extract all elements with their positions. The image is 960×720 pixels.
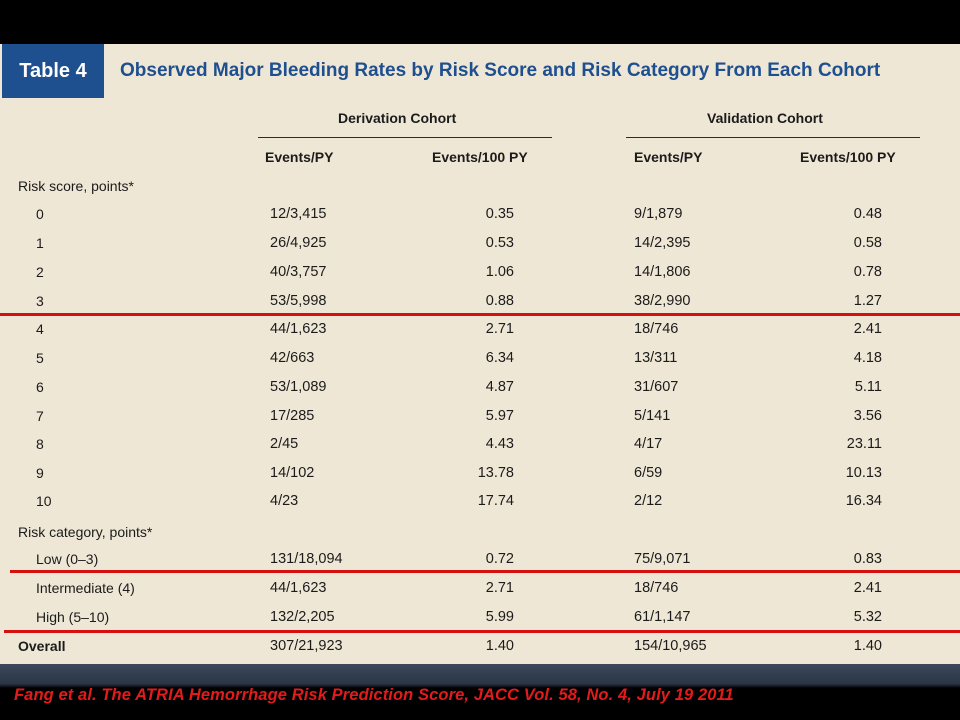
score-row-label: 3 — [36, 293, 44, 309]
category-row-d-rate: 5.99 — [485, 609, 514, 625]
category-row-v-events: 61/1,147 — [634, 609, 691, 625]
category-row-label: High (5–10) — [36, 609, 110, 625]
score-row-v-events: 38/2,990 — [634, 293, 691, 309]
category-row-v-rate: 2.41 — [853, 580, 882, 596]
highlight-line-low-category — [10, 570, 960, 573]
table-title: Observed Major Bleeding Rates by Risk Sc… — [120, 60, 881, 81]
overall-v-events: 154/10,965 — [634, 638, 707, 654]
score-row-v-rate: 1.27 — [853, 293, 882, 309]
category-row-v-events: 75/9,071 — [634, 551, 691, 567]
score-row-label: 4 — [36, 321, 44, 337]
score-row-v-rate: 0.58 — [853, 235, 882, 251]
category-row-d-rate: 2.71 — [485, 580, 514, 596]
score-row-v-rate: 5.11 — [854, 379, 882, 395]
score-row-v-rate: 3.56 — [853, 408, 882, 424]
score-row-v-rate: 4.18 — [853, 350, 882, 366]
score-row-d-events: 40/3,757 — [270, 264, 327, 280]
score-row-v-events: 31/607 — [634, 379, 679, 395]
table-number-tag: Table 4 — [2, 44, 104, 98]
column-header-derivation-events: Events/PY — [265, 149, 334, 165]
score-row-d-events: 14/102 — [270, 465, 315, 481]
score-row-d-events: 17/285 — [270, 408, 315, 424]
score-row-v-events: 5/141 — [634, 408, 671, 424]
category-row-v-rate: 0.83 — [853, 551, 882, 567]
category-row-d-events: 132/2,205 — [270, 609, 335, 625]
score-row-v-events: 18/746 — [634, 321, 679, 337]
column-header-validation-rate: Events/100 PY — [800, 149, 896, 165]
category-row-v-rate: 5.32 — [853, 609, 882, 625]
overall-v-rate: 1.40 — [853, 638, 882, 654]
score-row-v-events: 13/311 — [634, 350, 678, 366]
score-row-d-rate: 17.74 — [477, 493, 514, 509]
score-row-v-rate: 2.41 — [853, 321, 882, 337]
category-row-d-events: 131/18,094 — [270, 551, 343, 567]
score-row-v-rate: 0.48 — [853, 206, 882, 222]
validation-cohort-rule — [626, 137, 920, 138]
overall-label: Overall — [18, 638, 66, 654]
score-row-d-rate: 4.87 — [485, 379, 514, 395]
category-row-d-rate: 0.72 — [485, 551, 514, 567]
bottom-strip — [0, 664, 960, 720]
score-row-v-rate: 10.13 — [845, 465, 882, 481]
score-row-d-rate: 0.88 — [485, 293, 514, 309]
overall-d-events: 307/21,923 — [270, 638, 343, 654]
score-row-d-events: 53/1,089 — [270, 379, 327, 395]
score-row-d-events: 26/4,925 — [270, 235, 327, 251]
score-row-label: 8 — [36, 436, 44, 452]
score-row-d-rate: 2.71 — [485, 321, 514, 337]
column-header-derivation-rate: Events/100 PY — [432, 149, 528, 165]
score-row-d-events: 53/5,998 — [270, 293, 327, 309]
category-row-label: Low (0–3) — [36, 551, 99, 567]
score-row-v-events: 14/1,806 — [634, 264, 691, 280]
score-row-d-events: 42/663 — [270, 350, 315, 366]
score-row-v-rate: 16.34 — [845, 493, 882, 509]
score-row-label: 0 — [36, 206, 44, 222]
score-row-d-events: 4/23 — [270, 493, 299, 509]
section-risk-score: Risk score, points* — [18, 178, 134, 194]
score-row-label: 7 — [36, 408, 44, 424]
score-row-label: 5 — [36, 350, 44, 366]
score-row-d-events: 12/3,415 — [270, 206, 327, 222]
score-row-d-rate: 0.35 — [485, 206, 514, 222]
score-row-v-events: 9/1,879 — [634, 206, 683, 222]
score-row-d-events: 44/1,623 — [270, 321, 327, 337]
score-row-label: 1 — [36, 235, 44, 251]
score-row-d-rate: 5.97 — [485, 408, 514, 424]
score-row-v-events: 2/12 — [634, 493, 663, 509]
score-row-v-rate: 23.11 — [846, 436, 882, 452]
citation: Fang et al. The ATRIA Hemorrhage Risk Pr… — [14, 686, 734, 704]
category-row-v-events: 18/746 — [634, 580, 679, 596]
category-row-d-events: 44/1,623 — [270, 580, 327, 596]
top-black-band — [0, 0, 960, 44]
score-row-d-events: 2/45 — [270, 436, 299, 452]
score-row-label: 10 — [36, 493, 52, 509]
score-row-label: 2 — [36, 264, 44, 280]
score-row-v-rate: 0.78 — [853, 264, 882, 280]
derivation-cohort-rule — [258, 137, 552, 138]
column-header-validation-events: Events/PY — [634, 149, 703, 165]
score-row-d-rate: 13.78 — [477, 465, 514, 481]
score-row-v-events: 6/59 — [634, 465, 663, 481]
section-risk-category: Risk category, points* — [18, 524, 153, 540]
overall-d-rate: 1.40 — [485, 638, 514, 654]
score-row-d-rate: 6.34 — [485, 350, 514, 366]
derivation-cohort-header: Derivation Cohort — [338, 110, 457, 126]
highlight-line-score-threshold — [0, 313, 960, 316]
score-row-label: 9 — [36, 465, 44, 481]
score-row-v-events: 4/17 — [634, 436, 663, 452]
score-row-d-rate: 1.06 — [485, 264, 514, 280]
score-row-d-rate: 0.53 — [485, 235, 514, 251]
score-row-d-rate: 4.43 — [485, 436, 514, 452]
score-row-v-events: 14/2,395 — [634, 235, 691, 251]
highlight-line-high-category — [4, 630, 960, 633]
category-row-label: Intermediate (4) — [36, 580, 135, 596]
validation-cohort-header: Validation Cohort — [707, 110, 823, 126]
table-panel — [0, 44, 960, 664]
score-row-label: 6 — [36, 379, 44, 395]
